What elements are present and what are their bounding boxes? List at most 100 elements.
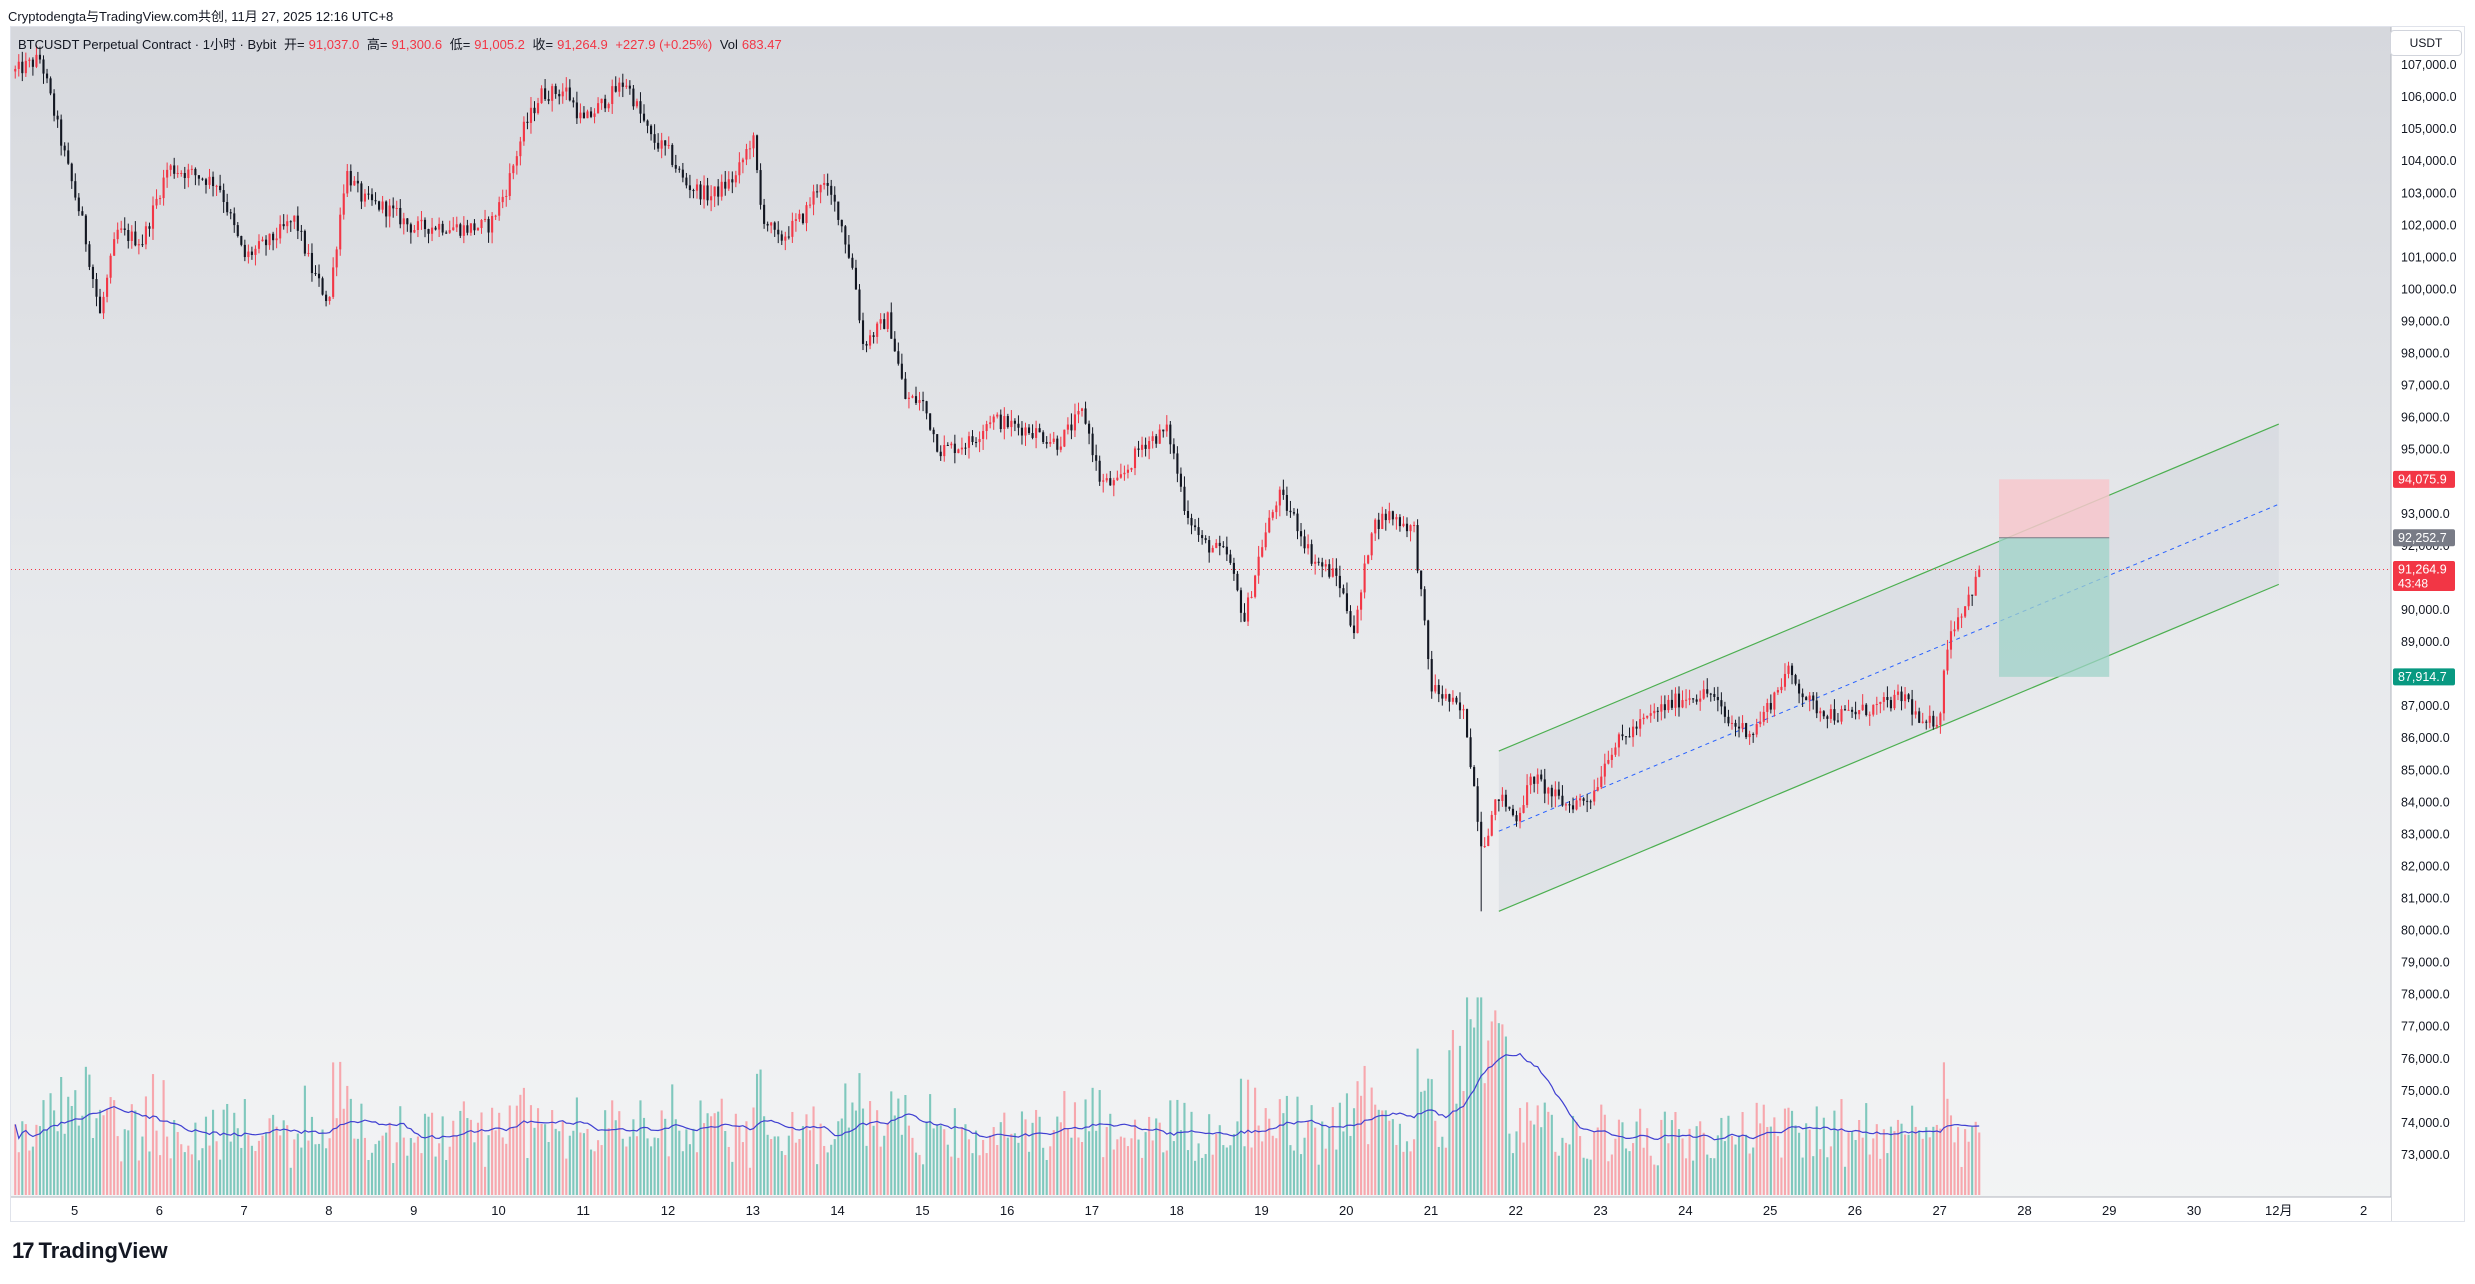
x-tick-label: 21 — [1424, 1203, 1438, 1218]
candle-body — [1236, 573, 1239, 591]
tradingview-brand[interactable]: 17 TradingView — [12, 1238, 168, 1264]
candle-body — [1843, 709, 1847, 711]
volume-bar — [1547, 1111, 1550, 1195]
volume-bar — [1907, 1134, 1910, 1195]
candle-body — [1956, 617, 1960, 630]
volume-bar — [960, 1127, 963, 1195]
volume-bar — [349, 1098, 352, 1195]
candle-body — [904, 378, 907, 399]
volume-bar — [1236, 1121, 1239, 1195]
volume-bar — [766, 1134, 769, 1195]
x-tick-label: 23 — [1593, 1203, 1607, 1218]
candle-body — [794, 219, 797, 221]
candle-body — [1713, 693, 1716, 697]
volume-bar — [794, 1142, 797, 1195]
x-tick-label: 15 — [915, 1203, 929, 1218]
candle-body — [738, 162, 741, 176]
volume-bar — [844, 1083, 847, 1195]
candle-body — [137, 244, 140, 246]
low-value: 91,005.2 — [474, 37, 525, 52]
candle-body — [1239, 590, 1243, 613]
volume-bar — [974, 1130, 978, 1195]
volume-bar — [1737, 1135, 1741, 1195]
candle-body — [695, 184, 699, 191]
volume-bar — [81, 1115, 84, 1195]
candle-body — [1141, 444, 1144, 450]
candlestick-chart[interactable]: 73,000.0 74,000.0 75,000.0 76,000.0 77,000.0… — [11, 27, 2464, 1221]
volume-bar — [805, 1114, 808, 1195]
candle-body — [967, 436, 971, 448]
volume-bar — [1423, 1090, 1426, 1195]
volume-bar — [1706, 1154, 1709, 1195]
x-tick-label: 29 — [2102, 1203, 2116, 1218]
candle-body — [293, 215, 296, 222]
volume-bar — [494, 1130, 497, 1195]
volume-bar — [109, 1097, 112, 1195]
volume-bar — [858, 1073, 861, 1195]
candle-body — [819, 184, 822, 193]
volume-bar — [851, 1102, 854, 1195]
candle-body — [1155, 436, 1158, 444]
volume-bar — [1762, 1104, 1765, 1195]
volume-bar — [307, 1140, 310, 1195]
candle-body — [554, 86, 557, 94]
volume-bar — [53, 1110, 56, 1195]
candle-body — [1215, 542, 1218, 548]
volume-bar — [1088, 1131, 1091, 1195]
candle-body — [342, 193, 345, 215]
candle-body — [1377, 519, 1380, 530]
y-tick-label: 98,000.0 — [2401, 347, 2450, 361]
volume-bar — [1003, 1112, 1006, 1195]
candle-body — [1105, 478, 1108, 481]
candle-body — [268, 233, 271, 246]
volume-bar — [1285, 1095, 1288, 1195]
volume-bar — [353, 1138, 356, 1195]
volume-bar — [1073, 1102, 1077, 1195]
volume-bar — [1773, 1117, 1776, 1195]
candle-body — [914, 396, 918, 403]
volume-bar — [88, 1074, 91, 1195]
candle-body — [685, 177, 688, 186]
candle-body — [1169, 424, 1172, 445]
volume-bar — [1501, 1024, 1504, 1195]
attribution-text: Cryptodengta与TradingView.com共创, 11月 27, … — [8, 9, 394, 24]
candle-body — [529, 107, 533, 123]
volume-bar — [431, 1112, 434, 1195]
candle-body — [1222, 546, 1225, 548]
candle-body — [21, 61, 24, 74]
candle-body — [24, 60, 27, 74]
volume-bar — [565, 1158, 568, 1195]
candle-body — [473, 223, 476, 231]
x-tick-label: 13 — [746, 1203, 760, 1218]
volume-bar — [540, 1123, 543, 1195]
x-tick-label: 19 — [1254, 1203, 1268, 1218]
change-value: +227.9 (+0.25%) — [615, 37, 713, 52]
currency-button[interactable]: USDT — [2390, 30, 2462, 56]
volume-bar — [286, 1125, 289, 1195]
candle-body — [604, 98, 607, 109]
chart-area[interactable]: 73,000.0 74,000.0 75,000.0 76,000.0 77,000.0… — [10, 26, 2465, 1222]
candle-body — [1211, 547, 1214, 553]
close-value: 91,264.9 — [557, 37, 608, 52]
volume-bar — [1201, 1157, 1204, 1195]
volume-bar — [1409, 1151, 1412, 1195]
candle-body — [950, 443, 953, 446]
volume-bar — [1780, 1157, 1783, 1195]
candle-body — [402, 218, 405, 225]
candle-body — [1978, 569, 1981, 577]
volume-bar — [279, 1135, 282, 1195]
candle-body — [264, 239, 268, 246]
candle-body — [1183, 486, 1186, 512]
volume-bar — [1328, 1127, 1331, 1195]
volume-bar — [268, 1118, 271, 1195]
volume-bar — [328, 1138, 331, 1195]
volume-bar — [388, 1122, 391, 1195]
y-tick-label: 86,000.0 — [2401, 731, 2450, 745]
volume-bar — [84, 1066, 87, 1195]
candle-body — [586, 111, 589, 119]
volume-bar — [706, 1113, 709, 1195]
candle-body — [1798, 683, 1801, 694]
volume-bar — [533, 1127, 536, 1195]
candle-body — [611, 86, 614, 104]
candle-body — [989, 422, 992, 425]
